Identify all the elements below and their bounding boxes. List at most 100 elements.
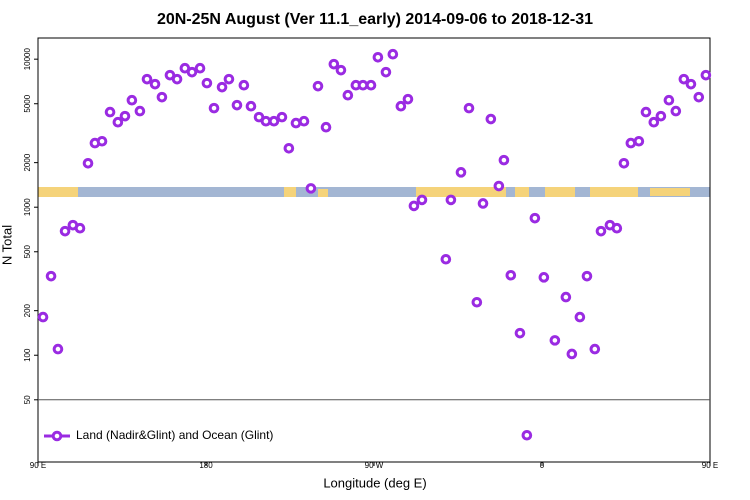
data-point — [119, 110, 131, 122]
data-point — [134, 105, 146, 117]
legend-marker — [51, 430, 63, 442]
data-point — [408, 200, 420, 212]
y-tick-label: 10000 — [23, 47, 32, 70]
y-tick-label: 50 — [23, 395, 32, 404]
data-point — [440, 253, 452, 265]
data-point — [372, 51, 384, 63]
data-point — [74, 222, 86, 234]
data-point — [149, 78, 161, 90]
y-tick-label: 2000 — [23, 153, 32, 171]
plot-frame — [37, 37, 711, 463]
x-tick-label: 180 — [199, 461, 213, 470]
data-point — [640, 106, 652, 118]
data-point — [223, 73, 235, 85]
data-point — [260, 115, 272, 127]
data-point — [633, 135, 645, 147]
data-point — [445, 194, 457, 206]
data-point — [485, 113, 497, 125]
data-point — [380, 66, 392, 78]
data-point — [493, 180, 505, 192]
data-point — [141, 73, 153, 85]
data-point — [357, 79, 369, 91]
data-point — [112, 116, 124, 128]
data-point — [312, 80, 324, 92]
data-point — [693, 91, 705, 103]
data-point — [471, 296, 483, 308]
data-point — [156, 91, 168, 103]
data-point — [685, 78, 697, 90]
data-point — [298, 115, 310, 127]
data-point — [505, 269, 517, 281]
data-point — [328, 58, 340, 70]
data-point — [611, 222, 623, 234]
data-point — [82, 157, 94, 169]
data-point — [538, 272, 550, 283]
data-point — [595, 225, 607, 237]
data-point — [402, 93, 414, 105]
legend-label: Land (Nadir&Glint) and Ocean (Glint) — [76, 428, 273, 442]
x-axis-label: Longitude (deg E) — [323, 475, 426, 490]
data-point — [37, 311, 49, 323]
x-tick-label: 90 E — [702, 461, 718, 470]
data-point — [416, 194, 428, 206]
data-point — [126, 94, 138, 106]
data-point — [566, 348, 578, 360]
x-tick-label: 90 E — [30, 461, 46, 470]
data-point — [655, 110, 667, 122]
data-point — [648, 116, 660, 128]
data-point — [194, 62, 206, 74]
data-point — [52, 343, 64, 355]
data-point — [96, 135, 108, 147]
data-point — [560, 291, 572, 303]
data-point — [238, 79, 250, 91]
data-point — [455, 167, 467, 178]
data-point — [589, 343, 601, 355]
data-point — [268, 115, 280, 127]
data-point — [463, 102, 475, 114]
data-point — [618, 157, 630, 169]
data-point — [365, 79, 377, 91]
data-point — [335, 64, 347, 76]
data-point — [670, 105, 682, 117]
data-point — [104, 106, 116, 118]
data-point — [245, 100, 257, 112]
data-point — [171, 73, 183, 85]
data-point — [521, 429, 533, 441]
chart-title: 20N-25N August (Ver 11.1_early) 2014-09-… — [157, 11, 593, 28]
data-point — [477, 198, 489, 209]
data-point — [581, 270, 593, 282]
data-point — [678, 73, 690, 85]
data-point — [290, 117, 302, 129]
data-point — [305, 183, 317, 194]
data-point — [387, 48, 399, 60]
data-point — [201, 77, 213, 89]
data-point — [574, 311, 586, 323]
y-tick-label: 100 — [23, 348, 32, 362]
data-point — [231, 99, 243, 111]
data-point — [663, 94, 675, 106]
data-point — [514, 327, 526, 339]
y-tick-label: 5000 — [23, 94, 32, 112]
data-point — [549, 335, 561, 346]
map-strip — [38, 187, 710, 197]
data-point — [395, 100, 407, 112]
data-point — [216, 81, 228, 93]
data-point — [45, 270, 57, 282]
y-axis-label: N Total — [0, 225, 14, 265]
data-point — [342, 89, 354, 101]
x-tick-label: 90 W — [365, 461, 384, 470]
data-point — [186, 66, 198, 78]
y-tick-label: 500 — [23, 245, 32, 259]
data-point — [283, 142, 295, 154]
data-point — [320, 121, 332, 133]
x-tick-label: 0 — [540, 461, 545, 470]
data-point — [498, 154, 510, 166]
data-point — [208, 102, 220, 114]
y-tick-label: 200 — [23, 303, 32, 317]
data-point — [700, 69, 712, 81]
data-point — [625, 137, 637, 149]
data-point — [529, 212, 541, 224]
data-point — [59, 225, 71, 237]
data-point — [276, 111, 288, 123]
